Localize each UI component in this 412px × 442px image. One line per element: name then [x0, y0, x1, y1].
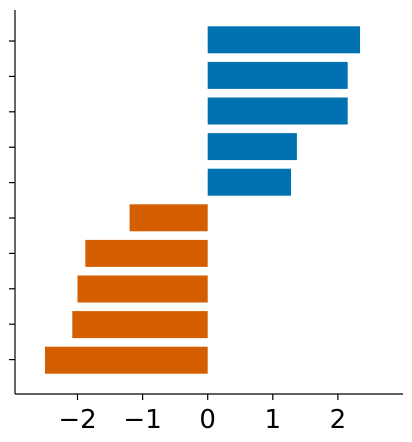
- bars-group: [44, 26, 361, 374]
- y-axis-ticks: [9, 40, 15, 361]
- bar-5: [207, 168, 292, 196]
- bar-1: [207, 26, 361, 54]
- x-tick-label-5: 2: [330, 405, 347, 435]
- bar-8: [77, 275, 208, 303]
- bar-2: [207, 61, 348, 89]
- x-tick-label-1: −2: [58, 405, 96, 435]
- x-tick-label-2: −1: [123, 405, 161, 435]
- bar-7: [85, 239, 208, 267]
- bar-10: [44, 346, 208, 374]
- bar-6: [129, 204, 208, 232]
- x-tick-label-3: 0: [199, 405, 216, 435]
- bar-9: [72, 311, 208, 339]
- bar-3: [207, 97, 348, 125]
- x-axis-ticks: −2 −1 0 1 2: [58, 394, 346, 435]
- bar-4: [207, 133, 297, 161]
- x-tick-label-4: 1: [265, 405, 282, 435]
